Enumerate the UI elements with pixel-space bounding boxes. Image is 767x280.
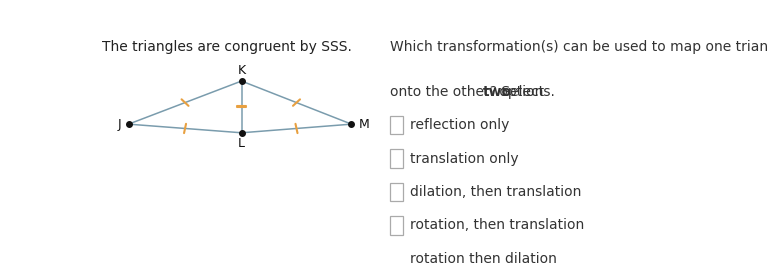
Text: two: two (483, 85, 512, 99)
Text: M: M (359, 118, 370, 131)
Text: L: L (238, 137, 245, 150)
Text: K: K (238, 64, 245, 77)
Bar (390, 150, 403, 168)
Text: The triangles are congruent by SSS.: The triangles are congruent by SSS. (102, 40, 352, 54)
Bar (390, 250, 403, 268)
Text: options.: options. (495, 85, 555, 99)
Bar (390, 183, 403, 201)
Text: rotation, then translation: rotation, then translation (410, 218, 584, 232)
Text: translation only: translation only (410, 152, 519, 166)
Text: reflection only: reflection only (410, 118, 510, 132)
Text: dilation, then translation: dilation, then translation (410, 185, 581, 199)
Bar (390, 116, 403, 134)
Text: Which transformation(s) can be used to map one triangle: Which transformation(s) can be used to m… (390, 40, 767, 54)
Bar (390, 216, 403, 235)
Text: rotation then dilation: rotation then dilation (410, 252, 557, 266)
Text: J: J (118, 118, 121, 131)
Text: onto the other? Select: onto the other? Select (390, 85, 548, 99)
